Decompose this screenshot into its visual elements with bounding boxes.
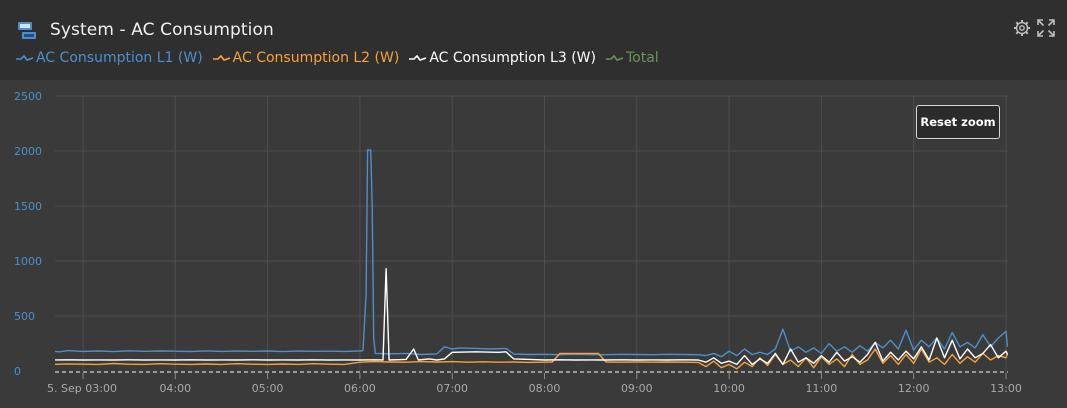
x-tick-label: 13:00 [990,382,1022,395]
x-tick-label: 07:00 [436,382,468,395]
legend-item-2[interactable]: AC Consumption L2 (W) [212,50,400,66]
legend-label: AC Consumption L2 (W) [232,50,400,66]
legend-item-1[interactable]: AC Consumption L1 (W) [16,50,203,66]
y-tick-label: 500 [14,310,35,323]
y-tick-label: 1500 [14,200,42,213]
x-tick-label: 11:00 [806,382,838,395]
chart-header: System - AC Consumption AC Consumption L… [0,0,1067,80]
series-line-1[interactable] [52,149,1008,358]
chart-area[interactable]: 0 500 1000 1500 2000 2500 5. Sep 03:00 04:00 05:… [0,80,1067,404]
legend-line-icon [409,54,427,61]
y-tick-label: 2500 [14,90,42,103]
line-chart[interactable]: 0 500 1000 1500 2000 2500 5. Sep 03:00 04:00 05:… [0,80,1067,404]
x-tick-label: 05:00 [252,382,284,395]
y-tick-label: 2000 [14,145,42,158]
page-title: System - AC Consumption [50,20,274,40]
y-tick-label: 0 [14,365,21,378]
x-tick-label: 12:00 [898,382,930,395]
legend-label: Total [625,50,659,66]
legend-line-icon [16,54,33,61]
x-tick-label: 04:00 [159,382,191,395]
x-tick-label: 10:00 [713,382,745,395]
system-battery-icon [18,22,36,39]
legend-item-3[interactable]: AC Consumption L3 (W) [409,50,596,66]
x-tick-label: 5. Sep 03:00 [47,382,117,395]
legend-line-icon [605,54,623,61]
x-tick-label: 09:00 [621,382,653,395]
y-tick-label: 1000 [14,255,42,268]
x-tick-label: 08:00 [529,382,561,395]
series-line-2[interactable] [52,348,1008,370]
series-line-3[interactable] [52,268,1008,366]
legend-item-4[interactable]: Total [605,50,659,66]
gear-icon[interactable] [1013,19,1031,37]
reset-zoom-button[interactable]: Reset zoom [916,105,1000,139]
legend-label: AC Consumption L1 (W) [36,50,203,66]
legend-line-icon [212,54,230,61]
x-tick-label: 06:00 [344,382,376,395]
legend-label: AC Consumption L3 (W) [429,50,596,66]
expand-icon[interactable] [1037,19,1055,37]
chart-legend: AC Consumption L1 (W) AC Consumption L2 (… [16,50,659,66]
